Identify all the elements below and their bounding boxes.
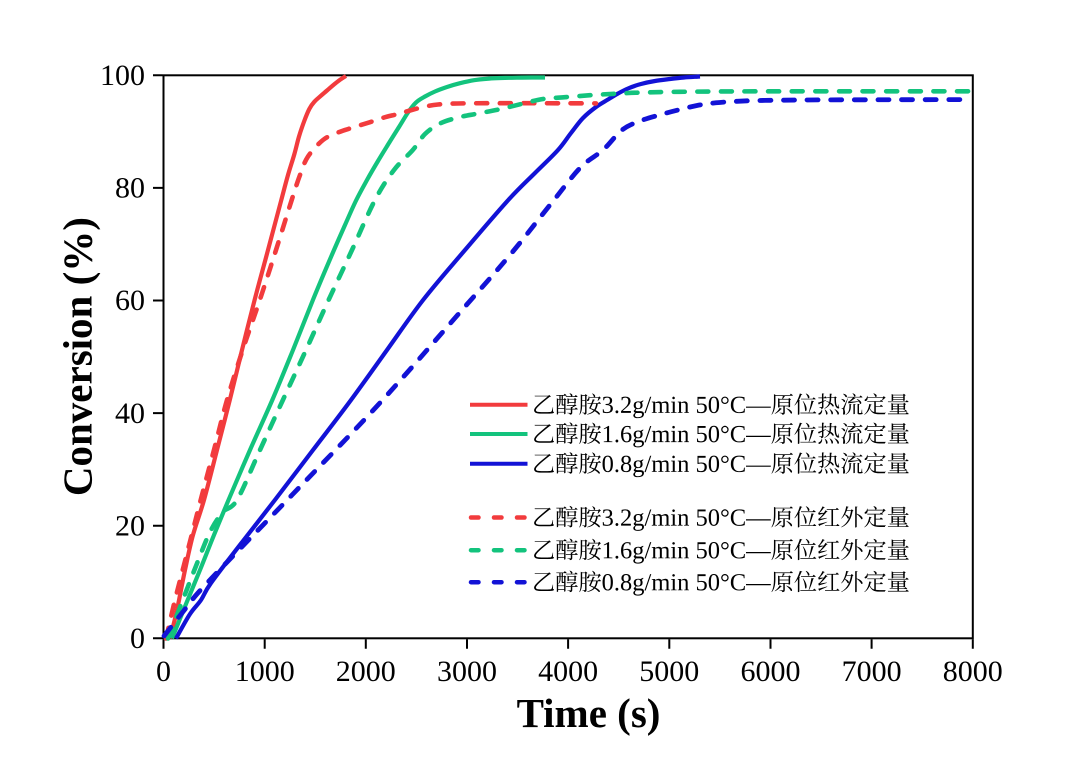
svg-text:5000: 5000 bbox=[639, 655, 699, 688]
svg-text:80: 80 bbox=[115, 172, 145, 205]
svg-text:Conversion (%): Conversion (%) bbox=[55, 217, 101, 496]
svg-text:8000: 8000 bbox=[943, 655, 1003, 688]
svg-text:0: 0 bbox=[156, 655, 171, 688]
svg-text:20: 20 bbox=[115, 509, 145, 542]
svg-text:2000: 2000 bbox=[336, 655, 396, 688]
svg-text:3000: 3000 bbox=[437, 655, 497, 688]
svg-text:60: 60 bbox=[115, 284, 145, 317]
svg-text:6000: 6000 bbox=[741, 655, 801, 688]
svg-text:0: 0 bbox=[130, 622, 145, 655]
svg-text:100: 100 bbox=[100, 59, 145, 92]
svg-text:Time (s): Time (s) bbox=[517, 690, 661, 736]
svg-text:1000: 1000 bbox=[235, 655, 295, 688]
svg-text:7000: 7000 bbox=[842, 655, 902, 688]
svg-text:4000: 4000 bbox=[538, 655, 598, 688]
svg-text:40: 40 bbox=[115, 397, 145, 430]
